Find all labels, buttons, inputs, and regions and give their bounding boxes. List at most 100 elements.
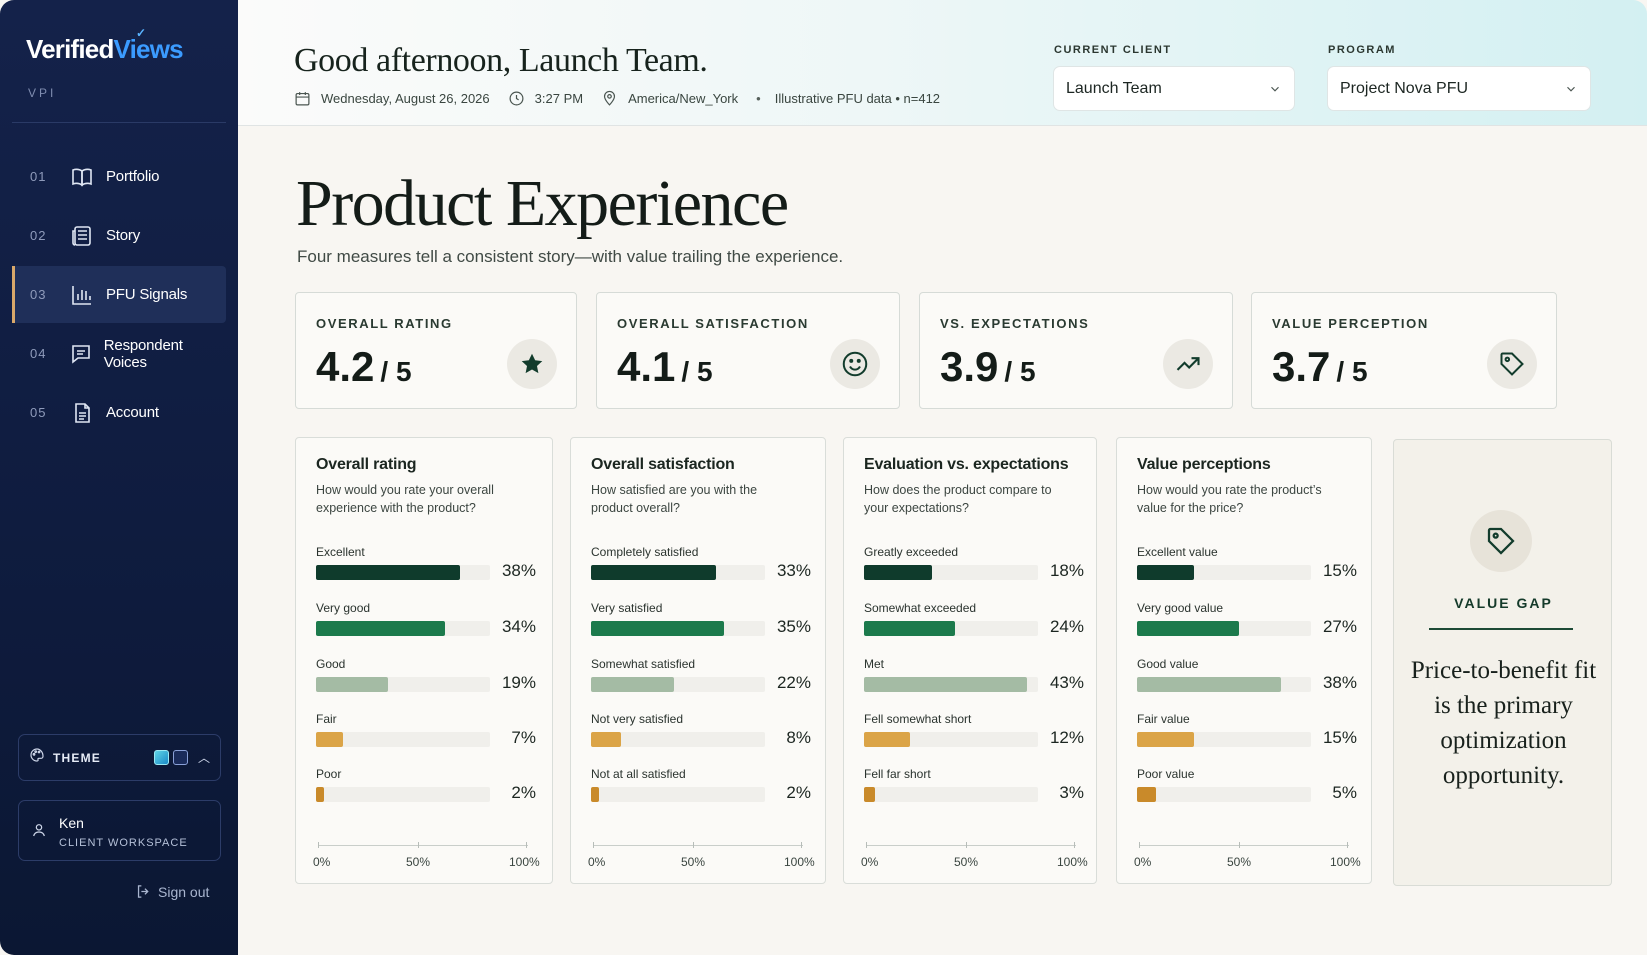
row-label: Poor — [316, 767, 342, 781]
bar-fill — [591, 565, 716, 580]
row-percent: 35% — [776, 617, 811, 636]
axis-tick-label: 50% — [406, 855, 431, 869]
user-icon — [31, 821, 47, 844]
bar-fill — [1137, 565, 1194, 580]
row-label: Good — [316, 657, 346, 671]
book-icon — [70, 165, 106, 189]
axis-tick-label: 0% — [588, 855, 606, 869]
row-label: Very good value — [1137, 601, 1224, 615]
card-title: Overall satisfaction — [591, 456, 735, 473]
card-title: Evaluation vs. expectations — [864, 456, 1069, 473]
theme-switcher[interactable]: THEME ︿ — [18, 734, 221, 781]
card-title: Value perceptions — [1137, 456, 1271, 473]
check-icon: ✓ — [136, 26, 146, 40]
card-question: How would you rate the product’s value f… — [1137, 483, 1322, 515]
card-value-perceptions: Value perceptions How would you rate the… — [1116, 437, 1372, 884]
axis-tick-label: 100% — [784, 855, 815, 869]
axis-tick-label: 50% — [1227, 855, 1252, 869]
row-percent: 18% — [1049, 561, 1084, 580]
bar-fill — [864, 787, 875, 802]
bar-track — [591, 621, 765, 636]
theme-swatch-teal[interactable] — [153, 750, 169, 765]
chevron-up-icon[interactable]: ︿ — [197, 751, 210, 765]
bar-chart-icon — [70, 283, 106, 307]
clock-icon — [509, 91, 524, 106]
row-label: Very satisfied — [591, 601, 663, 615]
tag-icon — [1487, 339, 1537, 389]
axis-tick — [801, 842, 802, 848]
bar-track — [864, 732, 1038, 747]
brand-name-part1: Verified — [26, 34, 114, 64]
bar-track — [316, 621, 490, 636]
kpi-overall-rating: OVERALL RATING 4.2/ 5 — [295, 292, 577, 409]
row-percent: 34% — [501, 617, 536, 636]
bar-fill — [864, 565, 932, 580]
row-percent: 8% — [786, 728, 811, 747]
data-note: Illustrative PFU data • n=412 — [774, 91, 941, 106]
nav-number: 02 — [30, 228, 47, 243]
bar-fill — [591, 787, 599, 802]
bar-track — [316, 677, 490, 692]
tag-icon — [1470, 510, 1532, 572]
time-text: 3:27 PM — [534, 91, 584, 106]
axis-tick — [318, 842, 319, 848]
client-select[interactable]: Launch Team — [1053, 66, 1295, 111]
axis-tick-label: 0% — [313, 855, 331, 869]
distribution-row: Not at all satisfied 2% — [591, 767, 811, 817]
row-percent: 27% — [1322, 617, 1357, 636]
chart-axis: 0% 50% 100% — [861, 841, 1088, 869]
bar-track — [1137, 621, 1311, 636]
axis-tick — [593, 842, 594, 848]
row-percent: 15% — [1322, 728, 1357, 747]
brand-name-part2: Views — [113, 34, 184, 64]
brand-subtitle: VPI — [28, 86, 57, 100]
row-percent: 5% — [1332, 783, 1357, 802]
user-card[interactable]: Ken CLIENT WORKSPACE — [18, 800, 221, 861]
bar-track — [316, 732, 490, 747]
chevron-down-icon — [1567, 86, 1575, 92]
newspaper-icon — [70, 224, 106, 248]
value-gap-label: VALUE GAP — [1454, 595, 1553, 611]
distribution-row: Greatly exceeded 18% — [864, 545, 1084, 595]
card-evaluation-vs-expectations: Evaluation vs. expectations How does the… — [843, 437, 1097, 884]
kpi-value: 4.1/ 5 — [617, 343, 713, 391]
row-label: Good value — [1137, 657, 1199, 671]
sidebar-item-portfolio[interactable]: 01 Portfolio — [12, 148, 226, 205]
sign-out-label: Sign out — [158, 883, 210, 900]
bar-fill — [591, 677, 674, 692]
distribution-row: Excellent 38% — [316, 545, 536, 595]
separator-dot: • — [756, 91, 761, 106]
user-role: CLIENT WORKSPACE — [59, 837, 188, 849]
sign-out-button[interactable]: Sign out — [135, 883, 209, 900]
theme-swatch-navy[interactable] — [172, 750, 188, 765]
bar-track — [591, 732, 765, 747]
axis-line — [866, 845, 1076, 846]
greeting: Good afternoon, Launch Team. — [294, 42, 708, 79]
row-label: Greatly exceeded — [864, 545, 959, 559]
bar-track — [316, 565, 490, 580]
row-percent: 38% — [1322, 673, 1357, 692]
sidebar-item-label: Account — [106, 404, 159, 421]
kpi-number: 4.2 — [316, 343, 375, 390]
axis-tick-label: 100% — [1330, 855, 1361, 869]
row-label: Very good — [316, 601, 371, 615]
program-select[interactable]: Project Nova PFU — [1327, 66, 1591, 111]
bar-track — [864, 621, 1038, 636]
row-label: Fell far short — [864, 767, 931, 781]
axis-tick — [1347, 842, 1348, 848]
sidebar-item-respondent-voices[interactable]: 04 Respondent Voices — [12, 325, 226, 382]
top-header: Good afternoon, Launch Team. Wednesday, … — [238, 0, 1647, 126]
sidebar-item-account[interactable]: 05 Account — [12, 384, 226, 441]
row-percent: 33% — [776, 561, 811, 580]
brand-logo[interactable]: VerifiedViews ✓ — [26, 26, 184, 65]
kpi-label: VS. EXPECTATIONS — [940, 316, 1090, 331]
row-percent: 12% — [1049, 728, 1084, 747]
bar-fill — [864, 621, 955, 636]
calendar-icon — [295, 92, 310, 106]
distribution-row: Somewhat satisfied 22% — [591, 657, 811, 707]
chevron-down-icon — [1271, 86, 1279, 92]
axis-line — [1139, 845, 1349, 846]
sidebar-item-pfu-signals[interactable]: 03 PFU Signals — [12, 266, 226, 323]
bar-track — [864, 565, 1038, 580]
sidebar-item-story[interactable]: 02 Story — [12, 207, 226, 264]
